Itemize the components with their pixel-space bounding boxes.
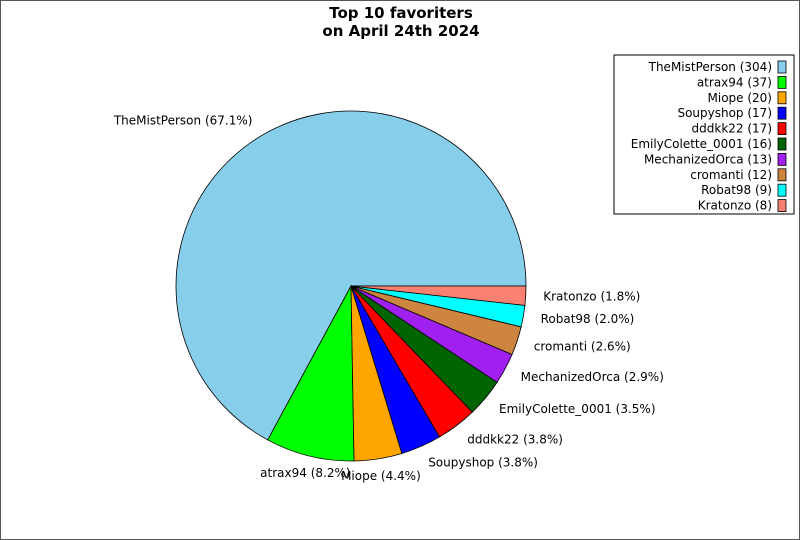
legend-swatch [777, 168, 787, 182]
legend-swatch [777, 106, 787, 120]
slice-label: Miope (4.4%) [341, 469, 421, 483]
legend-swatch [777, 76, 787, 89]
slice-label: atrax94 (8.2%) [260, 466, 350, 480]
slice-label: TheMistPerson (67.1%) [113, 114, 253, 128]
slice-label: cromanti (2.6%) [534, 339, 631, 353]
legend-label: MechanizedOrca (13) [644, 152, 772, 166]
legend-swatch [777, 91, 787, 105]
legend-swatch [777, 152, 787, 166]
legend-label: EmilyColette_0001 (16) [631, 137, 772, 151]
chart-subtitle: on April 24th 2024 [322, 22, 479, 40]
legend-label: cromanti (12) [690, 168, 772, 182]
legend-label: atrax94 (37) [697, 75, 772, 89]
pie-slice-Kratonzo [350, 285, 527, 306]
legend-swatch [777, 199, 787, 213]
slice-label: Soupyshop (3.8%) [428, 455, 538, 469]
pie-slice-atrax94 [267, 284, 355, 462]
legend-label: dddkk22 (17) [692, 122, 772, 136]
chart-title: Top 10 favoriters [329, 4, 473, 22]
legend-label: Soupyshop (17) [677, 106, 772, 120]
legend-label: TheMistPerson (304) [648, 60, 772, 74]
slice-label: MechanizedOrca (2.9%) [521, 370, 664, 384]
legend-label: Robat98 (9) [701, 183, 772, 197]
legend-swatch [777, 137, 787, 151]
slice-label: Kratonzo (1.8%) [543, 290, 640, 304]
legend-swatch [777, 60, 787, 74]
legend-box [613, 54, 795, 215]
legend-swatch [777, 183, 787, 197]
legend-swatch [777, 122, 787, 135]
pie-slice-TheMistPerson [175, 110, 527, 441]
slice-label: Robat98 (2.0%) [541, 312, 635, 326]
legend-label: Kratonzo (8) [698, 199, 772, 213]
slice-label: dddkk22 (3.8%) [467, 432, 563, 446]
slice-label: EmilyColette_0001 (3.5%) [499, 402, 655, 416]
legend-label: Miope (20) [708, 91, 772, 105]
legend: TheMistPerson (304)atrax94 (37) Miope (20… [613, 54, 795, 215]
